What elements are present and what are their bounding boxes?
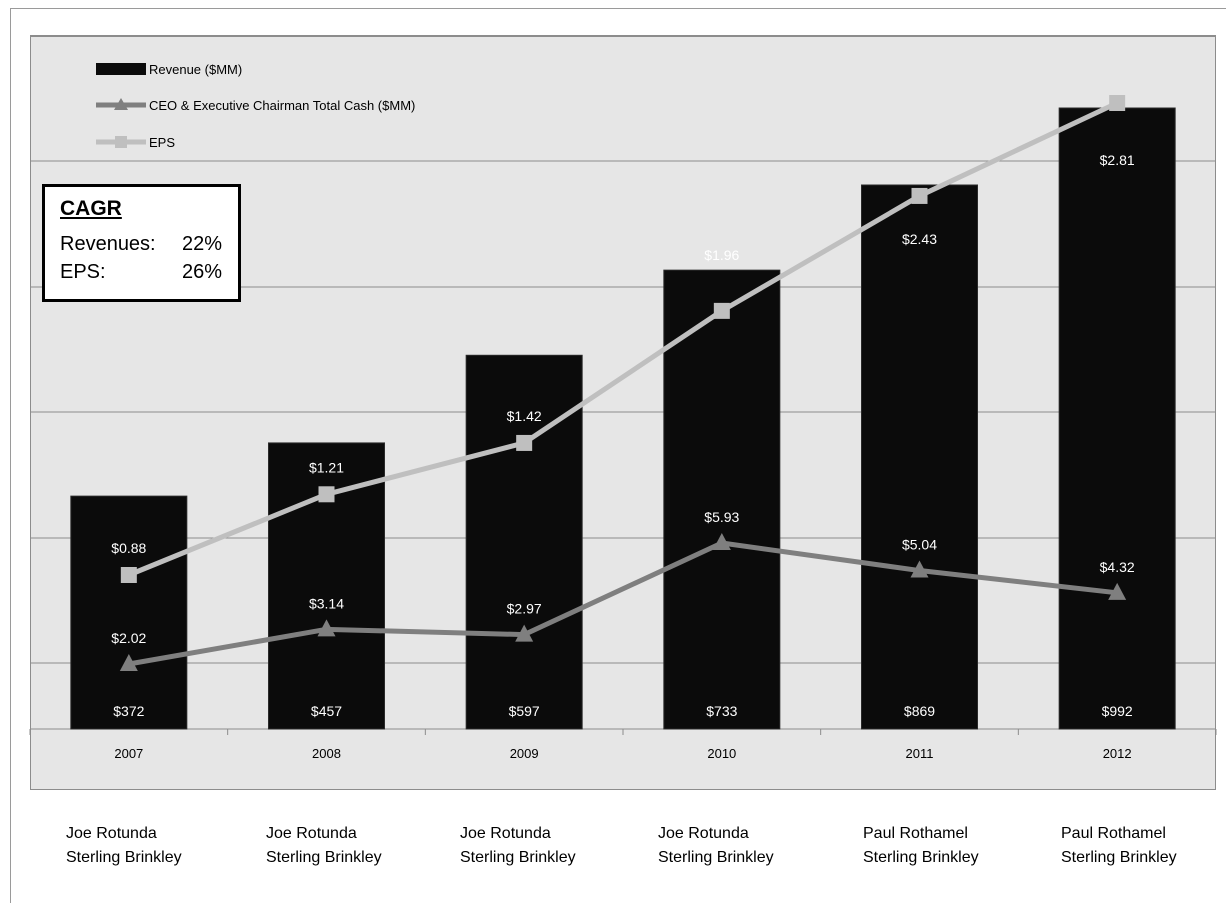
data-label-revenue: $597 (509, 703, 540, 719)
executive-names: Joe Rotunda Sterling Brinkley (66, 822, 182, 870)
data-label-ceo-cash: $4.32 (1100, 559, 1135, 575)
data-label-revenue: $372 (113, 703, 144, 719)
data-label-eps: $1.96 (704, 247, 739, 263)
executive-line1: Paul Rothamel (863, 825, 968, 842)
x-tick-label: 2007 (114, 746, 143, 761)
x-tick-label: 2012 (1103, 746, 1132, 761)
cagr-revenues-label: Revenues: (60, 233, 156, 255)
data-label-ceo-cash: $2.02 (111, 630, 146, 646)
legend-swatch-revenue (96, 63, 146, 75)
data-label-ceo-cash: $5.93 (704, 509, 739, 525)
marker-eps (120, 567, 137, 583)
marker-ceo-cash (910, 560, 929, 578)
executive-line1: Joe Rotunda (460, 825, 551, 842)
executive-line1: Paul Rothamel (1061, 825, 1166, 842)
executive-line2: Sterling Brinkley (658, 849, 774, 866)
cagr-title: CAGR (60, 197, 122, 220)
line-ceo-cash (128, 540, 1118, 667)
data-label-eps: $2.43 (902, 231, 937, 247)
cagr-eps-label: EPS: (60, 261, 106, 283)
legend-label-ceo-cash: CEO & Executive Chairman Total Cash ($MM… (149, 97, 416, 113)
x-tick-label: 2009 (510, 746, 539, 761)
legend-swatch-ceo-cash (96, 98, 146, 110)
executive-line2: Sterling Brinkley (863, 849, 979, 866)
executive-names: Paul Rothamel Sterling Brinkley (863, 822, 979, 870)
marker-eps (713, 302, 730, 319)
bar-revenue (70, 495, 188, 730)
marker-eps (1109, 95, 1126, 111)
data-label-eps: $1.21 (309, 459, 344, 475)
executive-names: Joe Rotunda Sterling Brinkley (266, 822, 382, 870)
x-tick-label: 2011 (906, 746, 934, 761)
marker-eps (911, 187, 928, 204)
data-label-eps: $2.81 (1100, 152, 1135, 168)
x-tick-label: 2008 (312, 746, 341, 761)
executive-line2: Sterling Brinkley (66, 849, 182, 866)
chart-frame (10, 8, 1226, 903)
bar-revenue (1058, 107, 1176, 730)
cagr-box: CAGR Revenues: 22% EPS: 26% (42, 184, 241, 302)
executive-names: Joe Rotunda Sterling Brinkley (460, 822, 576, 870)
executive-line2: Sterling Brinkley (1061, 849, 1177, 866)
executive-line1: Joe Rotunda (266, 825, 357, 842)
marker-ceo-cash (317, 619, 336, 637)
x-tick-label: 2010 (707, 746, 736, 761)
executive-names: Joe Rotunda Sterling Brinkley (658, 822, 774, 870)
plot-area (30, 36, 1216, 790)
executive-names: Paul Rothamel Sterling Brinkley (1061, 822, 1177, 870)
data-label-ceo-cash: $3.14 (309, 595, 344, 611)
executive-line2: Sterling Brinkley (460, 849, 576, 866)
legend-item-eps: EPS (96, 132, 175, 152)
executive-line1: Joe Rotunda (658, 825, 749, 842)
data-label-ceo-cash: $2.97 (507, 601, 542, 617)
marker-eps (318, 486, 335, 503)
marker-eps (516, 434, 533, 451)
line-eps (127, 100, 1119, 578)
data-label-eps: $0.88 (111, 540, 146, 556)
legend-item-ceo-cash: CEO & Executive Chairman Total Cash ($MM… (96, 95, 415, 115)
cagr-eps-value: 26% (181, 261, 222, 283)
legend-label-eps: EPS (149, 134, 176, 150)
legend-label-revenue: Revenue ($MM) (149, 61, 243, 77)
data-label-ceo-cash: $5.04 (902, 537, 937, 553)
data-label-eps: $1.42 (507, 408, 542, 424)
marker-ceo-cash (119, 654, 138, 671)
cagr-revenues-value: 22% (181, 233, 222, 255)
marker-ceo-cash (712, 533, 731, 550)
marker-ceo-cash (1108, 582, 1127, 600)
executive-line1: Joe Rotunda (66, 825, 157, 842)
marker-ceo-cash (515, 624, 534, 642)
bar-revenue (663, 269, 781, 730)
data-label-revenue: $733 (706, 703, 737, 719)
data-label-revenue: $992 (1102, 703, 1133, 719)
legend-item-revenue: Revenue ($MM) (96, 59, 242, 79)
data-label-revenue: $457 (311, 703, 342, 719)
data-label-revenue: $869 (904, 703, 935, 719)
executive-line2: Sterling Brinkley (266, 849, 382, 866)
bar-revenue (861, 184, 978, 730)
legend-swatch-eps (96, 136, 146, 148)
